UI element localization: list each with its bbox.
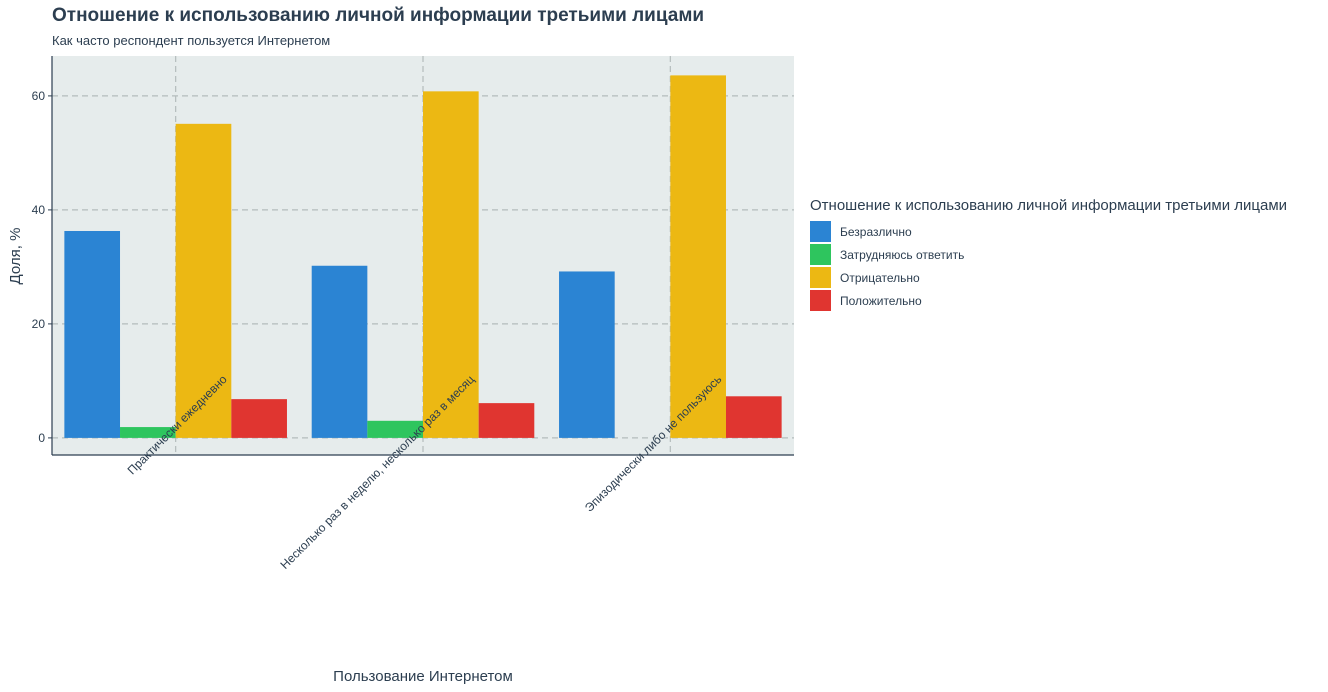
axes — [51, 56, 794, 456]
legend-title: Отношение к использованию личной информа… — [810, 197, 1288, 214]
legend-label: Безразлично — [840, 224, 912, 239]
y-tick-labels: 0 20 40 60 — [32, 89, 52, 445]
y-tick-label: 40 — [32, 203, 46, 217]
bar — [367, 420, 423, 438]
bar — [175, 123, 232, 438]
bar — [725, 396, 782, 438]
x-axis-label: Пользование Интернетом — [333, 668, 513, 685]
bar — [231, 399, 287, 438]
legend-key — [810, 267, 831, 288]
legend-label: Затрудняюсь ответить — [840, 247, 965, 262]
legend: Отношение к использованию личной информа… — [810, 197, 1287, 312]
legend-key — [810, 221, 831, 242]
legend-item: Безразлично — [810, 220, 1287, 243]
bar — [559, 271, 615, 438]
legend-label: Отрицательно — [840, 270, 920, 285]
y-axis-label: Доля, % — [7, 228, 24, 285]
legend-item: Затрудняюсь ответить — [810, 243, 1287, 266]
bar — [423, 91, 479, 438]
legend-key — [810, 244, 831, 265]
legend-items: Безразлично Затрудняюсь ответить Отрицател… — [810, 220, 1287, 312]
bar — [64, 230, 121, 438]
bar — [120, 427, 176, 438]
y-tick-label: 60 — [32, 89, 46, 103]
bars-group — [64, 75, 782, 438]
legend-item: Положительно — [810, 289, 1287, 312]
legend-key — [810, 290, 831, 311]
bar — [478, 403, 535, 438]
legend-label: Положительно — [840, 293, 922, 308]
y-tick-label: 20 — [32, 317, 46, 331]
bar — [670, 75, 726, 438]
legend-item: Отрицательно — [810, 266, 1287, 289]
chart-title: Отношение к использованию личной информа… — [52, 5, 705, 26]
bar — [311, 265, 368, 438]
chart-subtitle: Как часто респондент пользуется Интернет… — [52, 33, 331, 48]
y-tick-label: 0 — [38, 431, 45, 445]
